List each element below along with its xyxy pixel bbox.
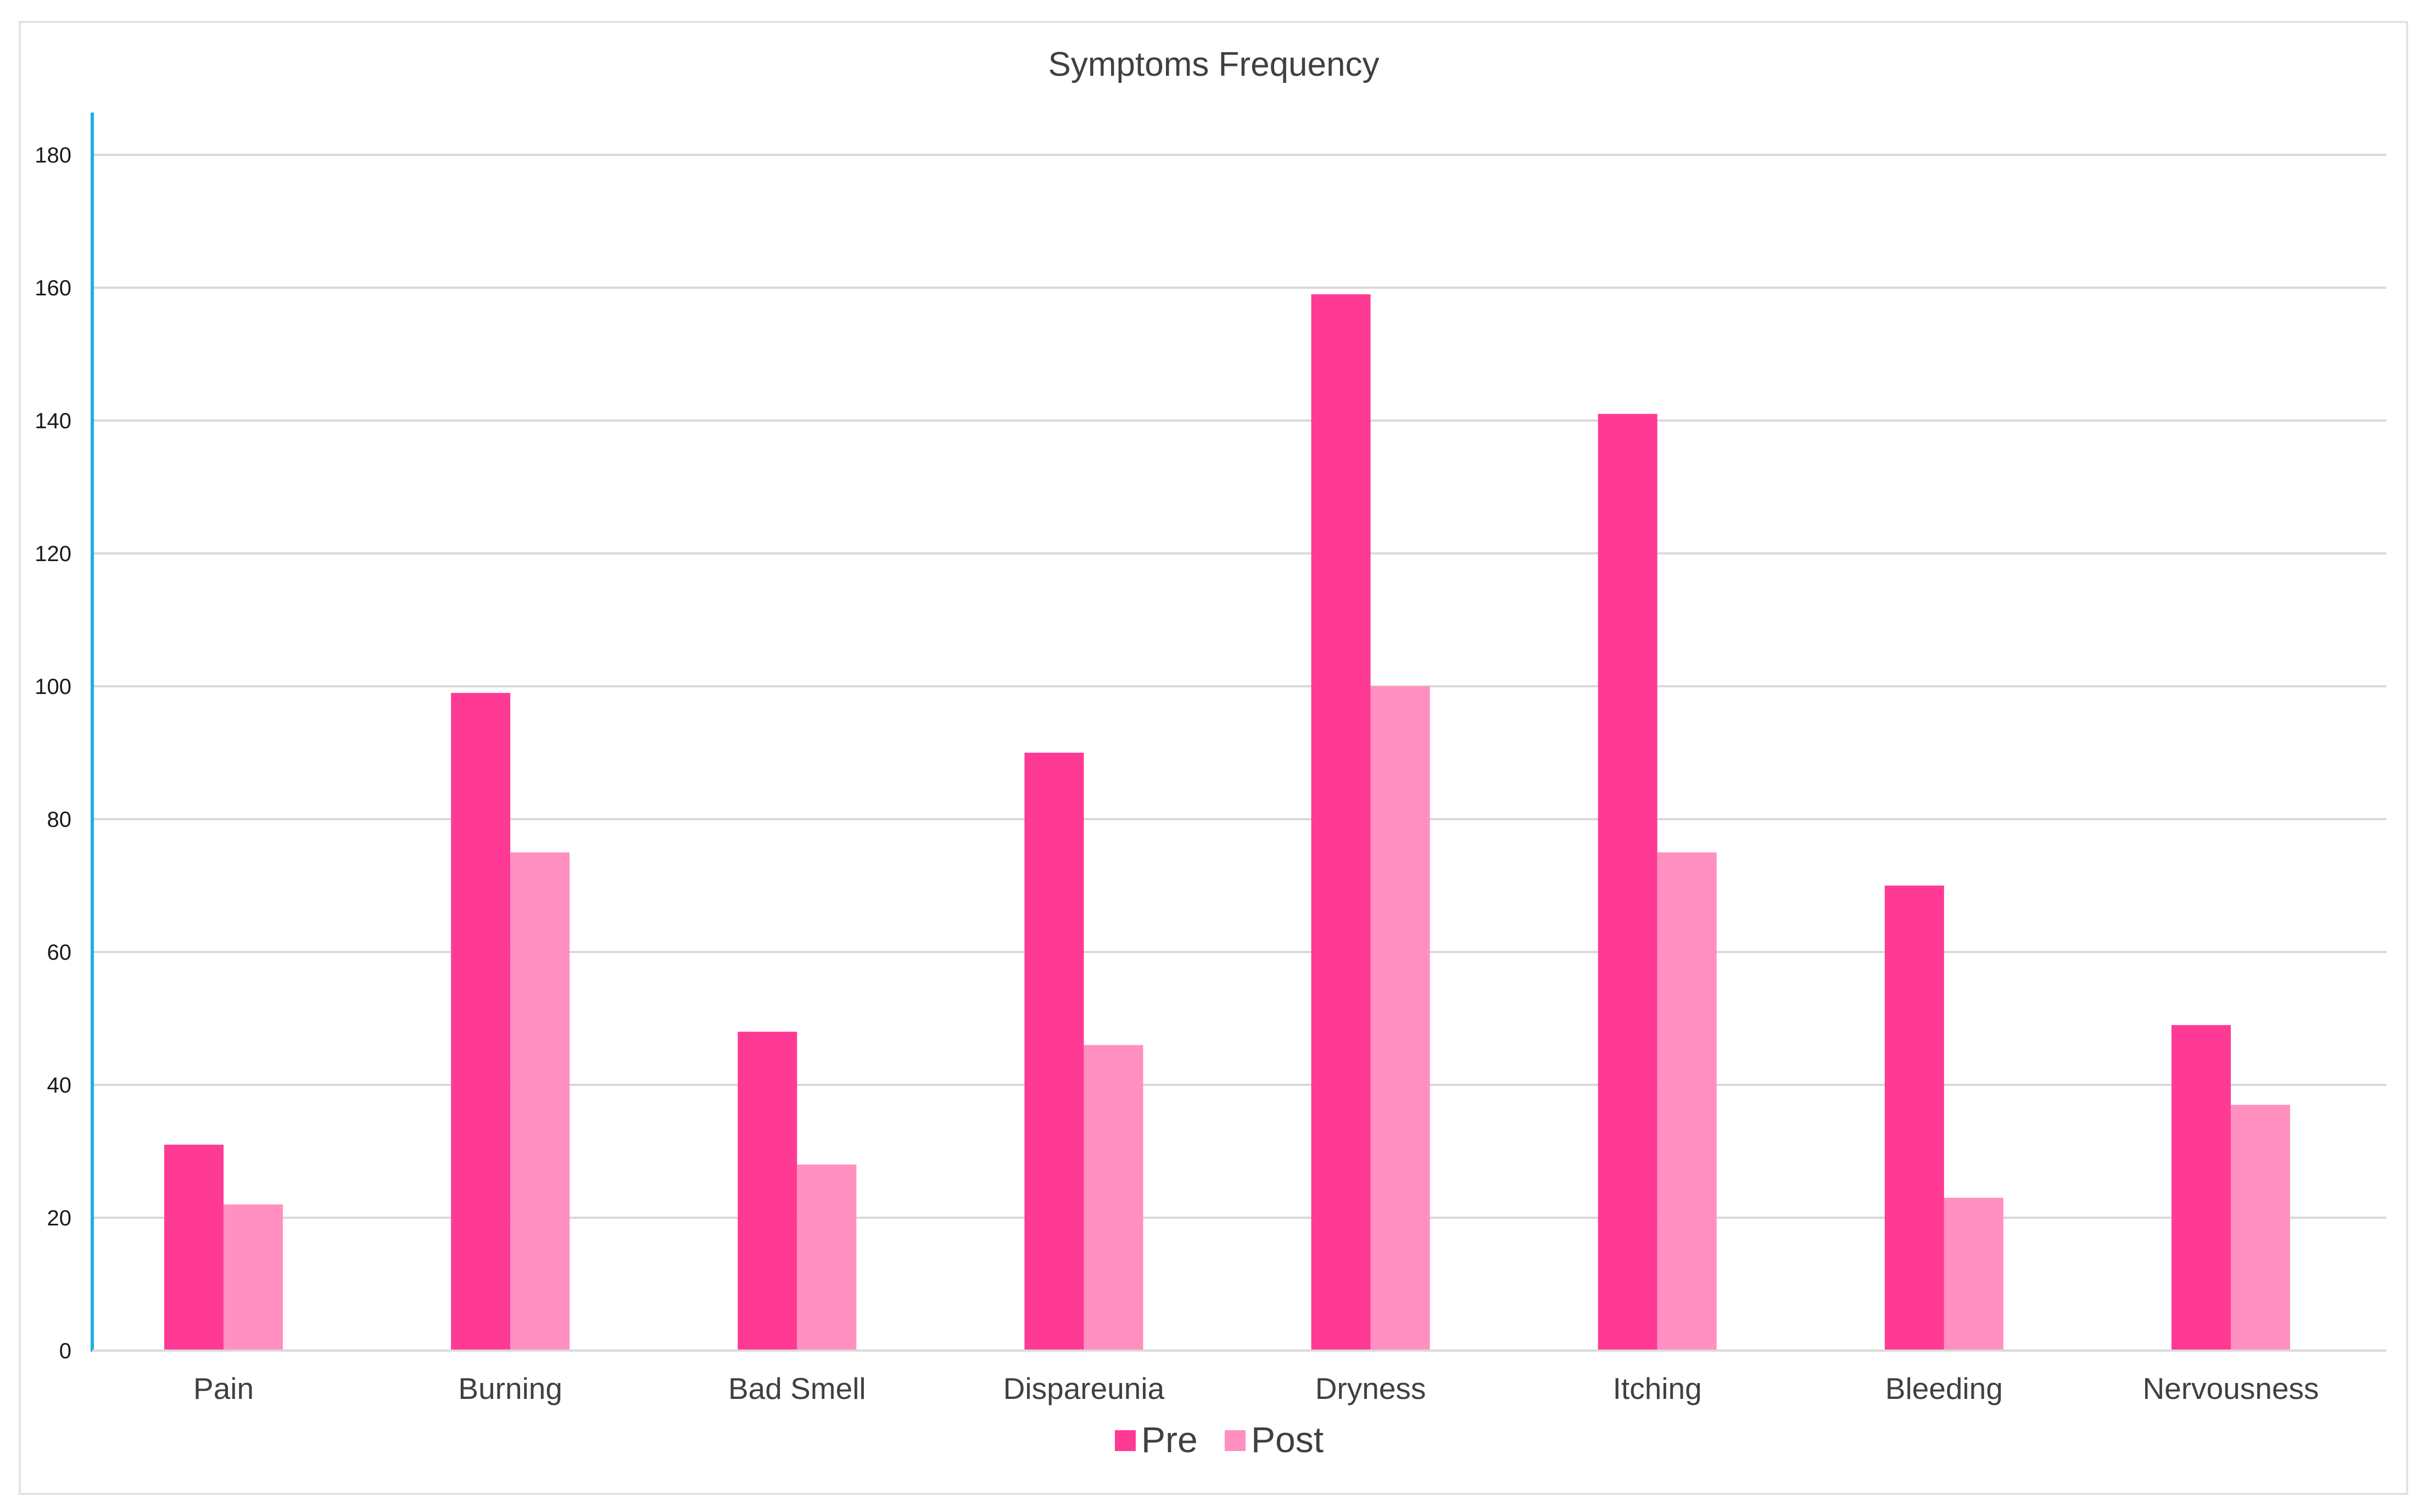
bar-post-pain[interactable]: [224, 1204, 283, 1351]
y-tick-label: 80: [47, 808, 72, 832]
axes: [91, 113, 2386, 1352]
bars: [164, 294, 2290, 1351]
x-tick-label: Itching: [1613, 1371, 1702, 1405]
bar-pre-dispareunia[interactable]: [1024, 753, 1084, 1351]
bar-post-nervousness[interactable]: [2230, 1105, 2290, 1351]
legend-item-post[interactable]: Post: [1225, 1419, 1324, 1460]
bar-pre-bad-smell[interactable]: [738, 1032, 797, 1351]
y-tick-label: 0: [59, 1339, 71, 1363]
x-tick-label: Burning: [458, 1371, 562, 1405]
legend-label: Pre: [1141, 1419, 1198, 1460]
x-tick-label: Nervousness: [2142, 1371, 2319, 1405]
chart-frame: [19, 21, 2408, 1495]
legend-swatch: [1225, 1430, 1246, 1451]
bar-pre-itching[interactable]: [1598, 413, 1657, 1351]
legend-label: Post: [1251, 1419, 1324, 1460]
y-tick-label: 100: [35, 675, 71, 699]
bar-pre-dryness[interactable]: [1311, 294, 1371, 1351]
y-tick-label: 20: [47, 1206, 72, 1230]
bar-pre-burning[interactable]: [451, 693, 511, 1351]
chart-title: Symptoms Frequency: [1048, 46, 1380, 83]
y-tick-label: 140: [35, 409, 71, 433]
y-tick-label: 60: [47, 940, 72, 965]
bar-post-dispareunia[interactable]: [1084, 1045, 1143, 1351]
bar-pre-nervousness[interactable]: [2171, 1025, 2231, 1351]
x-tick-label: Dryness: [1315, 1371, 1426, 1405]
bar-post-bleeding[interactable]: [1944, 1197, 2003, 1351]
x-tick-label: Bad Smell: [728, 1371, 866, 1405]
x-tick-label: Dispareunia: [1003, 1371, 1165, 1405]
bar-pre-bleeding[interactable]: [1884, 886, 1944, 1351]
bar-post-dryness[interactable]: [1370, 686, 1430, 1351]
y-tick-label: 180: [35, 143, 71, 167]
x-axis-labels: Pain Burning Bad Smell Dispareunia Dryness It…: [193, 1371, 2319, 1405]
bar-post-bad-smell[interactable]: [797, 1164, 857, 1351]
x-tick-label: Bleeding: [1885, 1371, 2003, 1405]
bar-post-burning[interactable]: [510, 852, 570, 1351]
bar-post-itching[interactable]: [1657, 852, 1717, 1351]
gridlines: [92, 154, 2386, 1219]
legend-item-pre[interactable]: Pre: [1115, 1419, 1198, 1460]
y-tick-label: 40: [47, 1073, 72, 1097]
bar-pre-pain[interactable]: [164, 1144, 224, 1351]
legend-swatch: [1115, 1430, 1136, 1451]
y-axis-ticks: 0 20 40 60 80 100 120 140 160 180: [35, 143, 71, 1363]
x-tick-label: Pain: [193, 1371, 254, 1405]
y-tick-label: 160: [35, 276, 71, 300]
legend[interactable]: Pre Post: [1115, 1419, 1324, 1460]
y-tick-label: 120: [35, 542, 71, 566]
